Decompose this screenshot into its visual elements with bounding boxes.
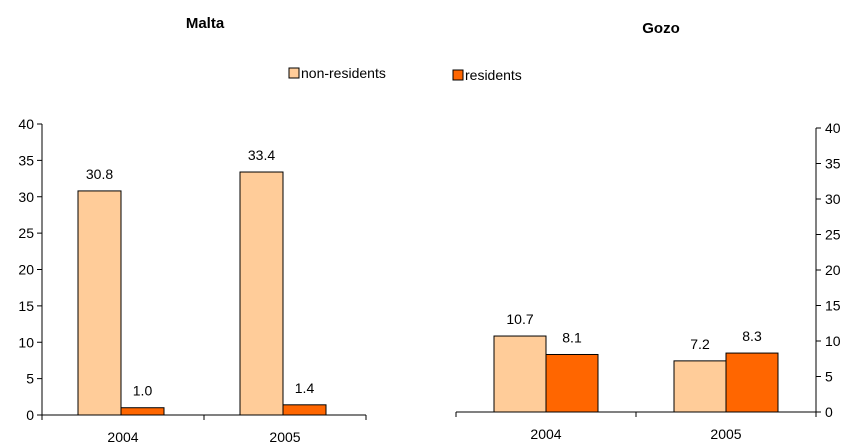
data-label-non-residents-2005: 33.4 xyxy=(248,147,275,163)
y-tick-label-10: 10 xyxy=(825,333,841,349)
y-tick-label-25: 25 xyxy=(825,227,841,243)
data-label-residents-2005: 8.3 xyxy=(742,328,762,344)
legend-swatch-non-residents xyxy=(288,67,300,79)
bar-non-residents-2004 xyxy=(493,335,547,413)
malta-chart: 30.8 1.0 2004 33.4 1.4 2005 0 5 10 15 20 25 30 35 40 xyxy=(18,116,367,445)
legend: non-residents residents xyxy=(288,65,522,83)
y-tick-label-5: 5 xyxy=(825,369,833,385)
y-tick-label-40: 40 xyxy=(825,120,841,136)
y-tick-label-0: 0 xyxy=(825,404,833,420)
data-label-non-residents-2004: 10.7 xyxy=(506,311,533,327)
x-tick-label-2005: 2005 xyxy=(710,426,741,442)
y-tick-label-35: 35 xyxy=(18,152,34,168)
legend-label-residents: residents xyxy=(465,67,522,83)
chart-title-gozo: Gozo xyxy=(642,20,680,37)
y-tick-label-5: 5 xyxy=(26,371,34,387)
y-tick-label-30: 30 xyxy=(825,191,841,207)
x-tick-label-2005: 2005 xyxy=(269,429,300,445)
data-label-non-residents-2004: 30.8 xyxy=(86,166,113,182)
bar-residents-2004 xyxy=(545,353,599,413)
y-tick-label-20: 20 xyxy=(18,262,34,278)
bar-residents-2004 xyxy=(120,407,165,416)
bar-residents-2005 xyxy=(282,404,327,416)
bar-non-residents-2004 xyxy=(77,190,122,416)
data-label-residents-2004: 8.1 xyxy=(562,329,582,345)
y-tick-label-15: 15 xyxy=(825,298,841,314)
data-label-residents-2005: 1.4 xyxy=(295,380,315,396)
y-tick-label-25: 25 xyxy=(18,225,34,241)
bar-non-residents-2005 xyxy=(673,360,727,413)
legend-swatch-residents xyxy=(452,69,464,81)
y-tick-label-20: 20 xyxy=(825,262,841,278)
x-tick-label-2004: 2004 xyxy=(530,426,561,442)
data-label-residents-2004: 1.0 xyxy=(133,383,153,399)
y-tick-label-40: 40 xyxy=(18,116,34,132)
y-tick-label-10: 10 xyxy=(18,334,34,350)
chart-title-malta: Malta xyxy=(186,15,225,32)
y-tick-label-35: 35 xyxy=(825,156,841,172)
legend-label-non-residents: non-residents xyxy=(301,65,386,81)
y-tick-label-15: 15 xyxy=(18,298,34,314)
y-tick-label-0: 0 xyxy=(26,407,34,423)
bar-non-residents-2005 xyxy=(239,171,284,416)
bar-residents-2005 xyxy=(725,352,779,413)
data-label-non-residents-2005: 7.2 xyxy=(690,336,710,352)
gozo-chart: 10.7 8.1 2004 7.2 8.3 2005 0 5 10 15 20 25 30 35 40 xyxy=(455,120,841,442)
y-tick-label-30: 30 xyxy=(18,189,34,205)
x-tick-label-2004: 2004 xyxy=(107,429,138,445)
